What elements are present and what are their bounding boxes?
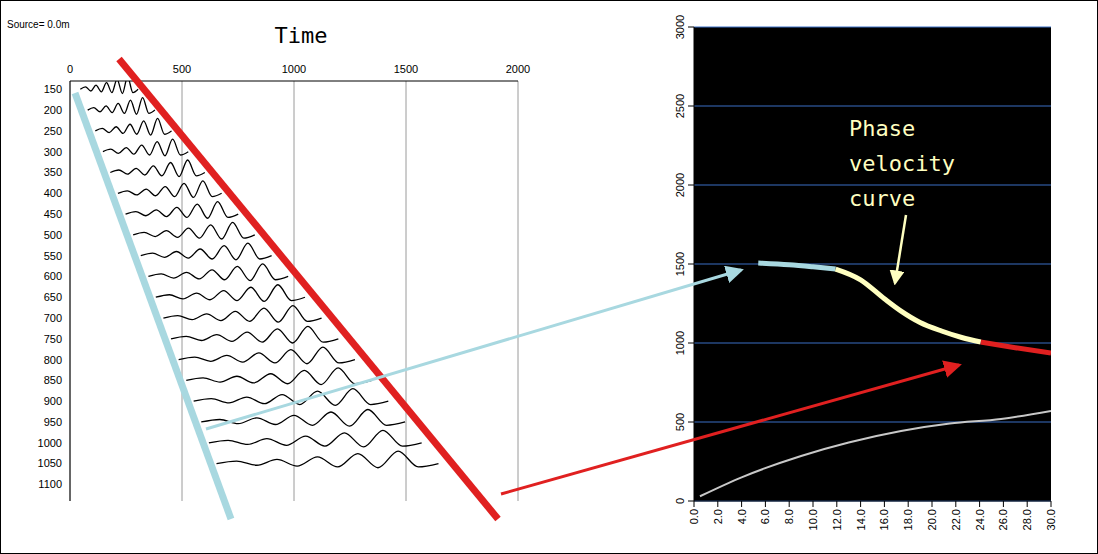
svg-text:22.0: 22.0	[950, 509, 962, 530]
svg-text:1050: 1050	[38, 457, 62, 469]
svg-text:550: 550	[44, 250, 62, 262]
svg-text:12.0: 12.0	[831, 509, 843, 530]
svg-text:150: 150	[44, 83, 62, 95]
svg-text:700: 700	[44, 312, 62, 324]
svg-text:28.0: 28.0	[1021, 509, 1033, 530]
svg-text:300: 300	[44, 146, 62, 158]
svg-text:1100: 1100	[38, 478, 62, 490]
svg-text:3000: 3000	[674, 15, 686, 39]
svg-text:400: 400	[44, 187, 62, 199]
svg-text:250: 250	[44, 125, 62, 137]
svg-text:800: 800	[44, 354, 62, 366]
svg-text:14.0: 14.0	[855, 509, 867, 530]
svg-text:900: 900	[44, 395, 62, 407]
svg-text:1500: 1500	[674, 252, 686, 276]
svg-text:26.0: 26.0	[997, 509, 1009, 530]
html-text:Time: Time	[274, 23, 328, 48]
svg-text:950: 950	[44, 416, 62, 428]
svg-text:0: 0	[674, 498, 686, 504]
svg-text:8.0: 8.0	[783, 509, 795, 524]
svg-text:2000: 2000	[674, 173, 686, 197]
svg-text:4.0: 4.0	[736, 509, 748, 524]
svg-text:2.0: 2.0	[712, 509, 724, 524]
svg-text:850: 850	[44, 374, 62, 386]
svg-text:750: 750	[44, 333, 62, 345]
svg-text:2000: 2000	[506, 63, 530, 75]
svg-text:18.0: 18.0	[902, 509, 914, 530]
svg-text:500: 500	[44, 229, 62, 241]
svg-text:curve: curve	[849, 186, 915, 211]
svg-text:500: 500	[173, 63, 191, 75]
svg-text:350: 350	[44, 166, 62, 178]
svg-text:1500: 1500	[394, 63, 418, 75]
svg-text:20.0: 20.0	[926, 509, 938, 530]
svg-text:600: 600	[44, 270, 62, 282]
svg-text:0.0: 0.0	[688, 509, 700, 524]
svg-text:16.0: 16.0	[878, 509, 890, 530]
svg-text:velocity: velocity	[849, 151, 955, 176]
html-text:Source= 0.0m: Source= 0.0m	[7, 19, 70, 30]
svg-text:650: 650	[44, 291, 62, 303]
svg-text:1000: 1000	[38, 437, 62, 449]
svg-text:500: 500	[674, 413, 686, 431]
svg-text:1000: 1000	[282, 63, 306, 75]
svg-text:10.0: 10.0	[807, 509, 819, 530]
svg-text:450: 450	[44, 208, 62, 220]
svg-text:Phase: Phase	[849, 116, 915, 141]
svg-text:2500: 2500	[674, 94, 686, 118]
svg-text:6.0: 6.0	[759, 509, 771, 524]
svg-text:0: 0	[67, 63, 73, 75]
svg-text:30.0: 30.0	[1045, 509, 1057, 530]
svg-text:1000: 1000	[674, 331, 686, 355]
svg-text:24.0: 24.0	[974, 509, 986, 530]
svg-text:200: 200	[44, 104, 62, 116]
